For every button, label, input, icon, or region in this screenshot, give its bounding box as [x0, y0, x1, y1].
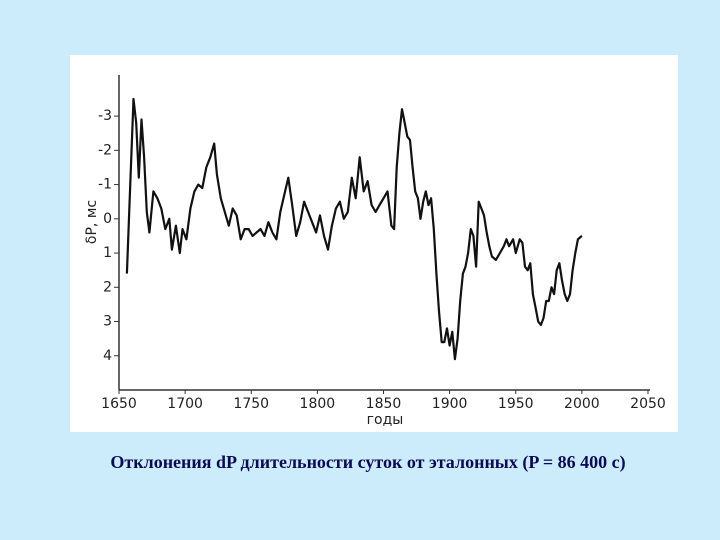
x-tick-label: 1850	[366, 396, 402, 412]
x-tick-label: 1950	[498, 396, 534, 412]
y-axis-label: δP, мс	[84, 200, 100, 244]
chart-panel	[70, 55, 678, 432]
y-tick-label: 4	[103, 348, 112, 364]
y-tick-label: -1	[98, 177, 112, 193]
y-tick-label: 3	[103, 314, 112, 330]
x-tick-label: 1650	[101, 396, 137, 412]
caption: Отклонения dP длительности суток от этал…	[110, 452, 625, 473]
x-tick-label: 1800	[300, 396, 336, 412]
y-tick-label: -3	[98, 108, 112, 124]
x-axis-label: годы	[367, 412, 404, 428]
x-tick-label: 1700	[167, 396, 203, 412]
y-tick-label: 1	[103, 245, 112, 261]
data-line	[125, 97, 583, 361]
x-tick-label: 2000	[564, 396, 600, 412]
x-tick-label: 2050	[630, 396, 666, 412]
x-tick-label: 1900	[432, 396, 468, 412]
y-tick-label: 0	[103, 211, 112, 227]
y-tick-label: 2	[103, 279, 112, 295]
y-tick-label: -2	[98, 142, 112, 158]
x-tick-label: 1750	[233, 396, 269, 412]
